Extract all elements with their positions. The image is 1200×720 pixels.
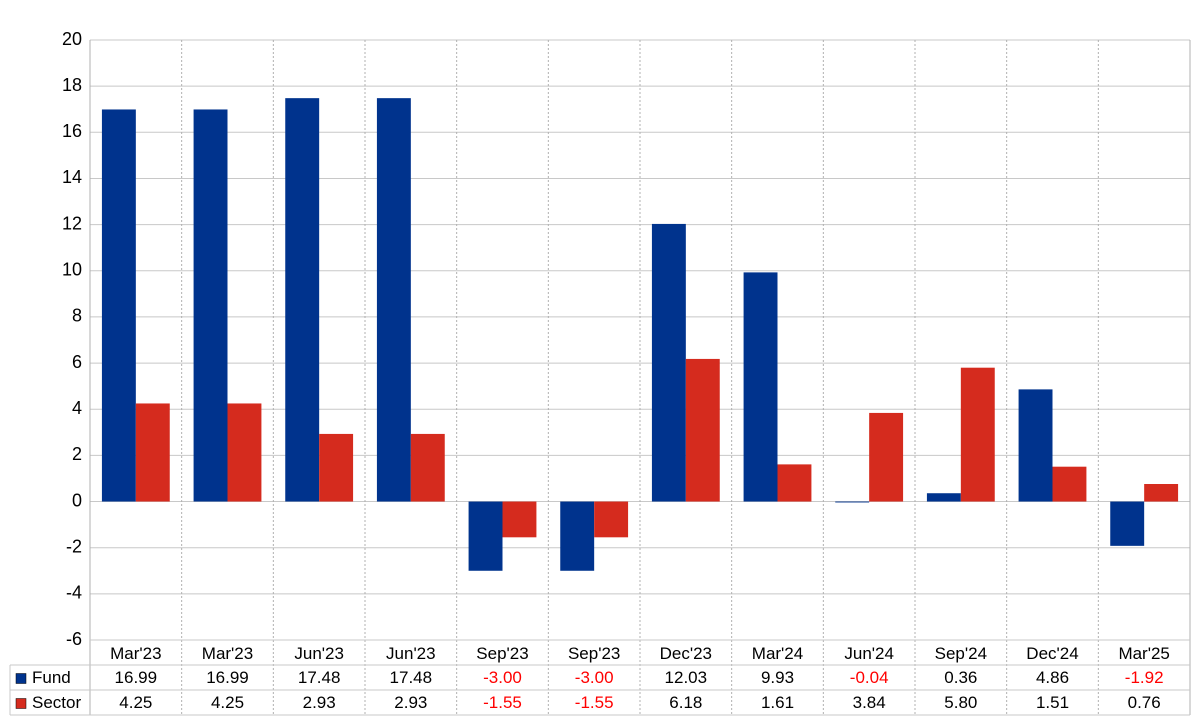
x-tick-label: Mar'23 [202, 644, 253, 663]
x-tick-label: Dec'23 [660, 644, 712, 663]
table-value: 4.25 [119, 693, 152, 712]
y-tick-label: 20 [62, 29, 82, 49]
bar [1018, 389, 1053, 502]
table-value: 16.99 [206, 668, 249, 687]
table-value: 0.36 [944, 668, 977, 687]
table-value: 5.80 [944, 693, 977, 712]
bar [594, 501, 629, 538]
y-tick-label: 16 [62, 121, 82, 141]
x-tick-label: Jun'23 [386, 644, 436, 663]
bar [410, 433, 445, 502]
table-value: 9.93 [761, 668, 794, 687]
legend-label: Fund [32, 668, 71, 687]
y-tick-label: -2 [66, 536, 82, 556]
y-tick-label: 0 [72, 490, 82, 510]
bar [376, 98, 411, 502]
bar [468, 501, 503, 571]
bar [777, 464, 812, 502]
bar [869, 412, 904, 502]
x-tick-label: Sep'23 [568, 644, 620, 663]
table-value: -0.04 [850, 668, 889, 687]
table-value: 6.18 [669, 693, 702, 712]
bar [1110, 501, 1145, 546]
bar [227, 403, 262, 502]
y-tick-label: 8 [72, 306, 82, 326]
bar [193, 109, 228, 502]
y-tick-label: 14 [62, 167, 82, 187]
x-tick-label: Jun'23 [294, 644, 344, 663]
y-tick-label: 4 [72, 398, 82, 418]
table-value: 16.99 [115, 668, 158, 687]
bar [1052, 466, 1087, 502]
table-value: 1.61 [761, 693, 794, 712]
bar [685, 358, 720, 502]
table-value: 4.86 [1036, 668, 1069, 687]
bar [285, 98, 320, 502]
y-tick-label: 18 [62, 75, 82, 95]
table-value: -1.55 [483, 693, 522, 712]
legend-swatch [15, 673, 27, 684]
bar [835, 501, 870, 503]
x-tick-label: Mar'25 [1118, 644, 1169, 663]
x-tick-label: Jun'24 [844, 644, 894, 663]
table-value: 12.03 [665, 668, 708, 687]
bar [743, 272, 778, 502]
x-tick-label: Mar'23 [110, 644, 161, 663]
table-value: 2.93 [303, 693, 336, 712]
y-tick-label: -6 [66, 629, 82, 649]
bar [502, 501, 537, 538]
x-tick-label: Dec'24 [1026, 644, 1078, 663]
table-value: 0.76 [1128, 693, 1161, 712]
bar [135, 403, 170, 502]
legend-label: Sector [32, 693, 81, 712]
table-value: -3.00 [483, 668, 522, 687]
bar [1144, 484, 1179, 502]
y-tick-label: 2 [72, 444, 82, 464]
table-value: -3.00 [575, 668, 614, 687]
y-tick-label: 10 [62, 260, 82, 280]
y-tick-label: -4 [66, 583, 82, 603]
y-tick-label: 6 [72, 352, 82, 372]
bar [960, 367, 995, 502]
table-value: 17.48 [390, 668, 433, 687]
legend-swatch [15, 698, 27, 709]
table-value: 4.25 [211, 693, 244, 712]
bar [319, 433, 354, 502]
x-tick-label: Sep'24 [935, 644, 987, 663]
table-value: 1.51 [1036, 693, 1069, 712]
bar [926, 493, 961, 502]
bar [101, 109, 136, 502]
table-value: 17.48 [298, 668, 341, 687]
y-tick-label: 12 [62, 213, 82, 233]
x-tick-label: Sep'23 [476, 644, 528, 663]
bar [560, 501, 595, 571]
table-value: -1.92 [1125, 668, 1164, 687]
table-value: 2.93 [394, 693, 427, 712]
x-tick-label: Mar'24 [752, 644, 803, 663]
table-value: 3.84 [853, 693, 886, 712]
bar [651, 223, 686, 502]
table-value: -1.55 [575, 693, 614, 712]
